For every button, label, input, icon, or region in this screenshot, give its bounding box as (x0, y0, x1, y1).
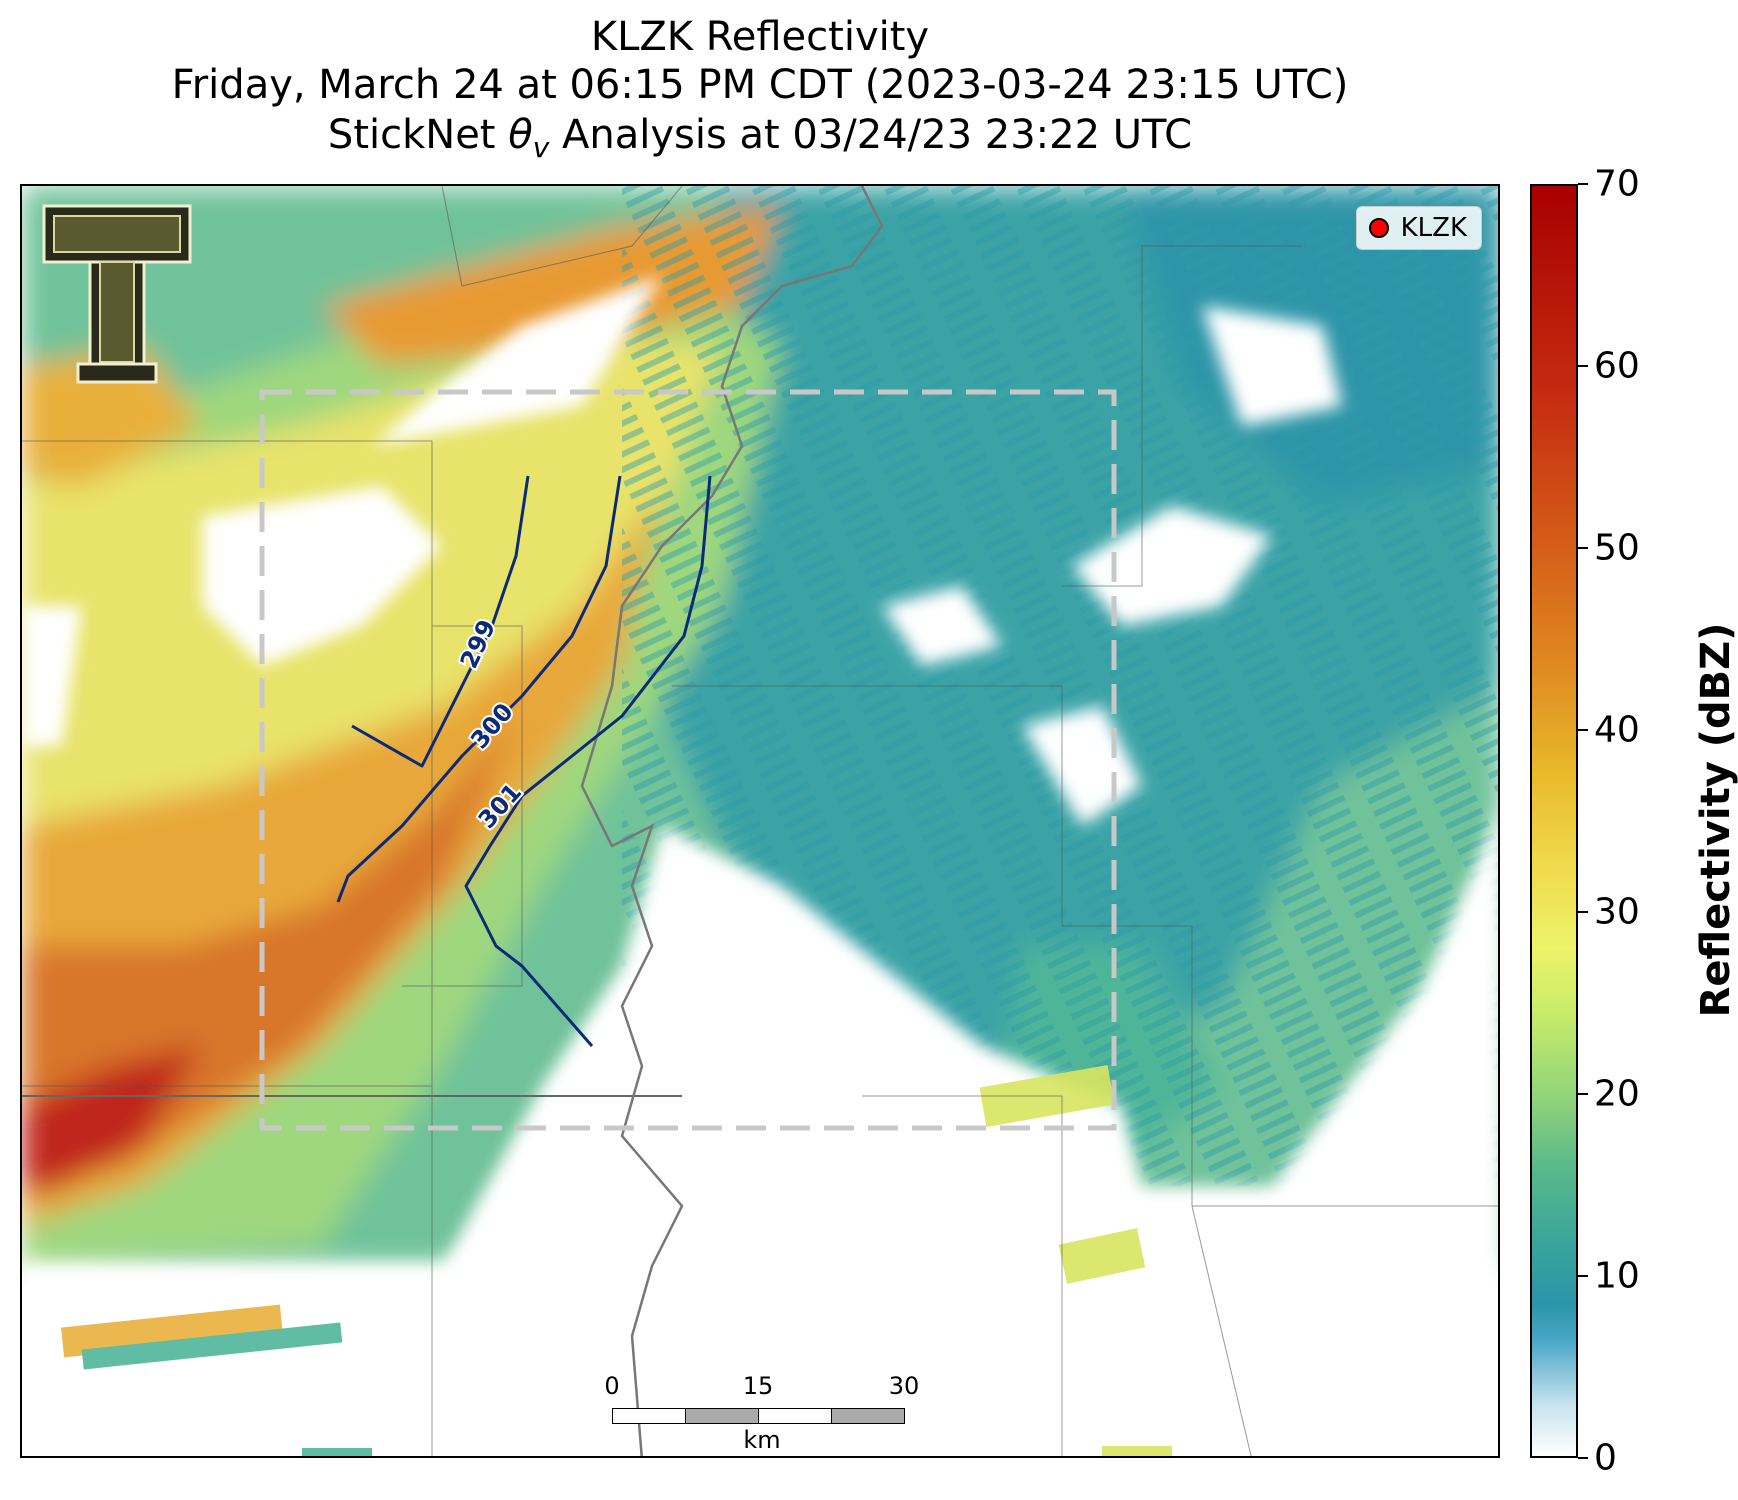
county-borders (22, 186, 1498, 1456)
colorbar-tick-mark (1578, 729, 1588, 731)
colorbar-tick-mark (1578, 911, 1588, 913)
colorbar-title: Reflectivity (dBZ) (1693, 622, 1738, 1018)
scale-segment-4 (831, 1408, 905, 1424)
river (580, 186, 884, 1456)
colorbar-tick-mark (1578, 183, 1588, 185)
reflectivity-colorbar (1530, 184, 1578, 1458)
map-legend: KLZK (1355, 206, 1482, 250)
legend-label: KLZK (1400, 213, 1467, 243)
colorbar-tick-mark (1578, 547, 1588, 549)
colorbar-tick-label: 20 (1594, 1073, 1640, 1115)
radar-site-marker-icon (1368, 218, 1389, 238)
contour-300 (336, 475, 622, 903)
colorbar-tick-label: 40 (1594, 709, 1640, 751)
radar-map[interactable]: 299 300 301 KLZK 0 15 30 km (20, 184, 1500, 1458)
no-echo-regions (22, 276, 1498, 1456)
scale-segment-2 (685, 1408, 759, 1424)
colorbar-tick-mark (1578, 1093, 1588, 1095)
colorbar-tick-mark (1578, 1275, 1588, 1277)
scale-unit: km (743, 1426, 781, 1454)
scale-segment-3 (758, 1408, 832, 1424)
theta-subscript: v (532, 131, 550, 164)
texas-tech-logo-icon (42, 204, 192, 384)
southern-echoes (61, 1065, 1172, 1456)
theta-v-contours (336, 475, 712, 1047)
title-line-2: Friday, March 24 at 06:15 PM CDT (2023-0… (171, 62, 1349, 108)
colorbar-tick-label: 70 (1594, 163, 1640, 205)
scale-tick-0: 0 (604, 1372, 620, 1400)
scale-tick-30: 30 (888, 1372, 920, 1400)
theta-symbol: θ (508, 112, 533, 158)
radar-map-canvas: 299 300 301 (22, 186, 1498, 1456)
colorbar-tick-mark (1578, 365, 1588, 367)
title-line-1: KLZK Reflectivity (590, 14, 930, 60)
analysis-domain-box (259, 389, 1117, 1131)
colorbar-tick-label: 50 (1594, 527, 1640, 569)
contour-299 (351, 475, 530, 768)
scale-bar: 0 15 30 km (604, 1372, 919, 1454)
colorbar-tick-label: 30 (1594, 891, 1640, 933)
colorbar-tick-mark (1578, 1457, 1588, 1459)
contour-301 (464, 475, 712, 1047)
scale-segment-1 (612, 1408, 686, 1424)
colorbar-tick-label: 0 (1594, 1437, 1617, 1479)
scale-tick-15: 15 (742, 1372, 774, 1400)
colorbar-tick-label: 60 (1594, 345, 1640, 387)
title-line-3-text: StickNet θv Analysis at 03/24/23 23:22 U… (327, 112, 1193, 164)
colorbar-tick-label: 10 (1594, 1255, 1640, 1297)
title-line-3: StickNet θv Analysis at 03/24/23 23:22 U… (0, 112, 1520, 171)
